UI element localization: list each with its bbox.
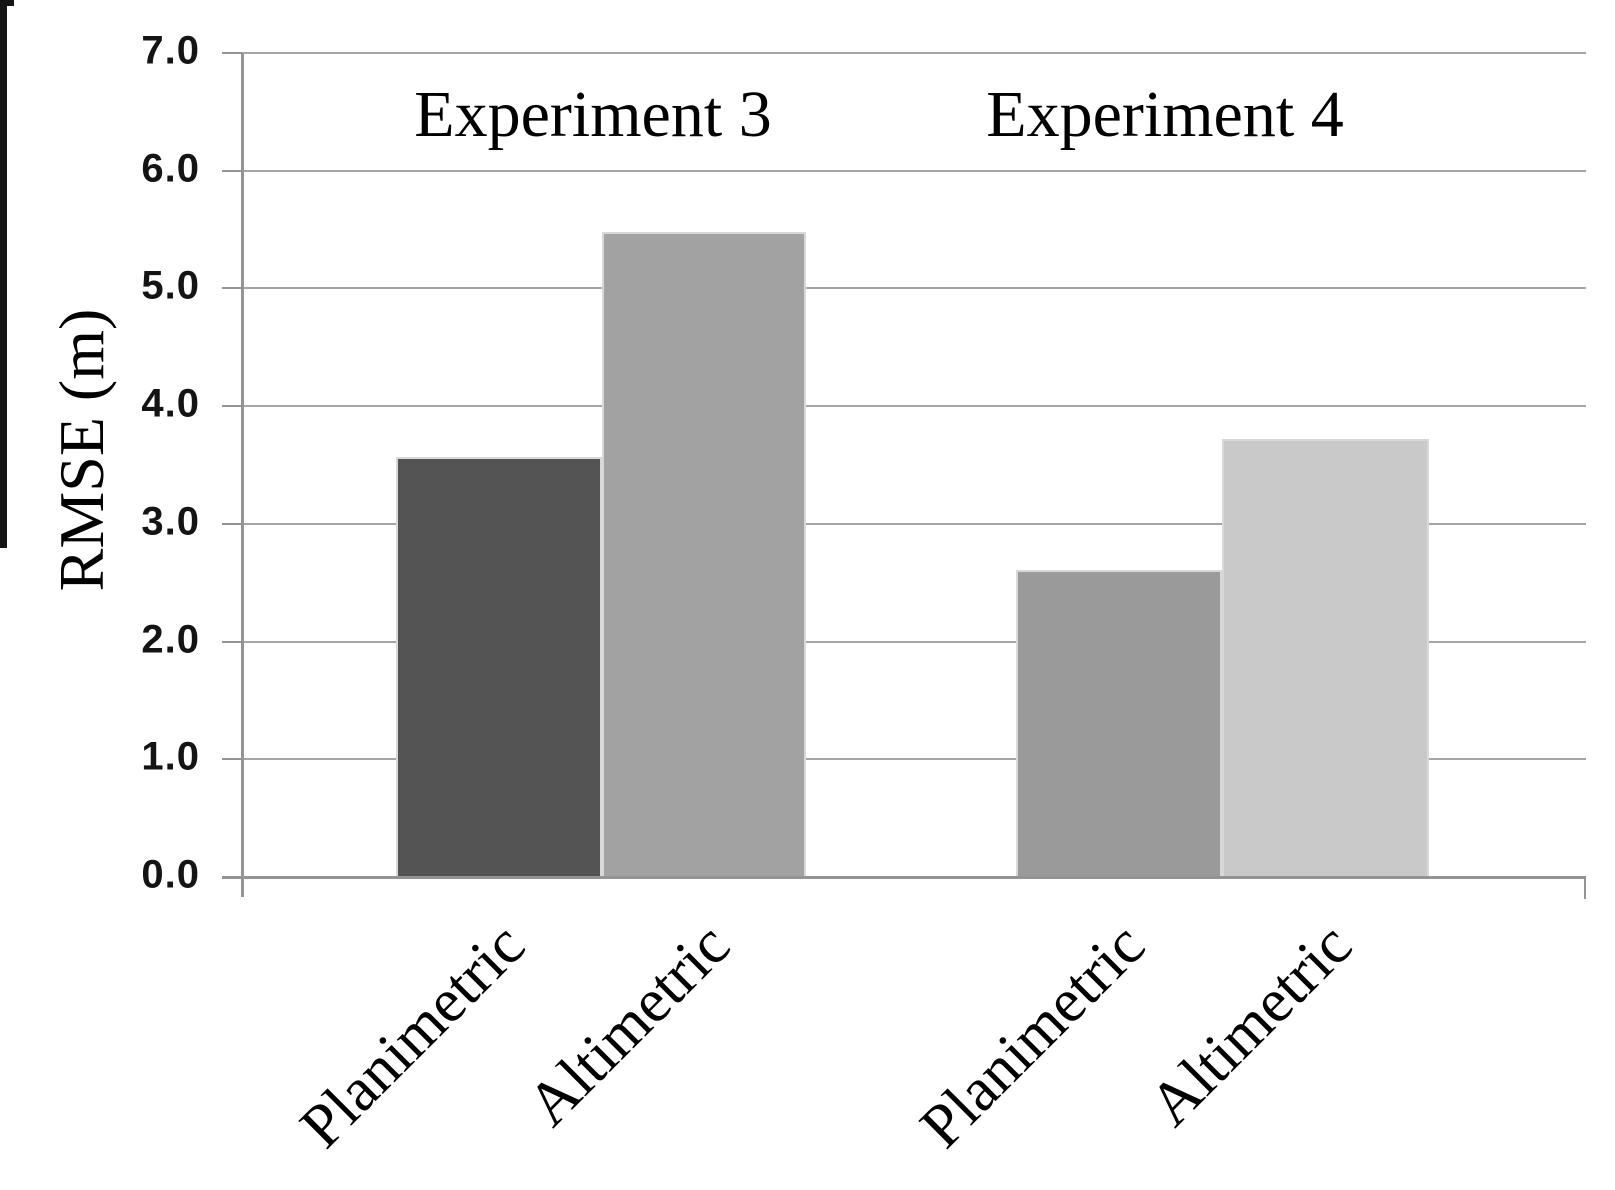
gridline-5.0 <box>242 287 1586 290</box>
group-title-2: Experiment 4 <box>986 78 1344 151</box>
x-axis-label-planimetric-2: Planimetric <box>907 910 1158 1161</box>
y-tick-mark-4.0 <box>222 405 242 408</box>
scan-artifact-left-edge <box>0 0 7 548</box>
group-title-1: Experiment 3 <box>414 78 772 151</box>
x-axis-end-tick <box>1584 877 1586 899</box>
y-tick-mark-2.0 <box>222 640 242 643</box>
bar-planimetric-2 <box>1016 569 1222 877</box>
y-tick-mark-1.0 <box>222 758 242 761</box>
bar-planimetric-0 <box>396 456 602 877</box>
y-tick-mark-5.0 <box>222 287 242 290</box>
y-tick-label-2.0: 2.0 <box>141 617 200 662</box>
bar-altimetric-3 <box>1222 439 1429 877</box>
y-tick-mark-6.0 <box>222 169 242 172</box>
y-tick-mark-7.0 <box>222 52 242 54</box>
plot-area: Experiment 3 Experiment 4 <box>242 52 1586 877</box>
gridline-4.0 <box>242 405 1586 408</box>
gridline-7.0 <box>242 52 1586 54</box>
y-tick-label-6.0: 6.0 <box>141 146 200 191</box>
y-tick-label-3.0: 3.0 <box>141 499 200 544</box>
y-tick-label-4.0: 4.0 <box>141 381 200 426</box>
gridline-2.0 <box>242 640 1586 643</box>
x-axis-label-altimetric-1: Altimetric <box>514 910 743 1139</box>
y-tick-label-0.0: 0.0 <box>141 852 200 897</box>
x-axis-label-planimetric-0: Planimetric <box>287 910 538 1161</box>
gridline-6.0 <box>242 169 1586 172</box>
bar-altimetric-1 <box>602 231 806 877</box>
y-axis-title: RMSE (m) <box>46 308 117 592</box>
gridline-3.0 <box>242 522 1586 525</box>
gridline-1.0 <box>242 758 1586 761</box>
y-tick-label-5.0: 5.0 <box>141 264 200 309</box>
y-tick-label-7.0: 7.0 <box>141 28 200 73</box>
y-tick-label-1.0: 1.0 <box>141 734 200 779</box>
scan-artifact-top-left-corner <box>0 0 14 6</box>
x-axis-line <box>222 876 1586 879</box>
y-tick-mark-0.0 <box>222 876 242 878</box>
x-axis-label-altimetric-3: Altimetric <box>1136 910 1365 1139</box>
y-axis-line <box>241 53 244 897</box>
y-tick-mark-3.0 <box>222 522 242 525</box>
